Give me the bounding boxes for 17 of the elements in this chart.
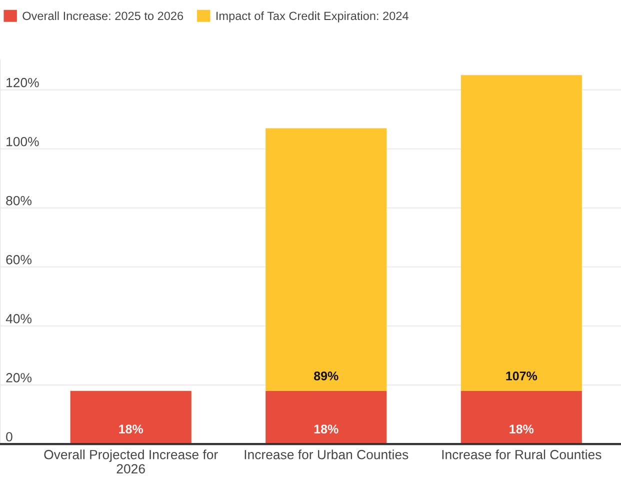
x-tick-label: Increase for Rural Counties (442, 450, 602, 460)
y-tick-label: 60% (6, 255, 32, 264)
legend-label: Impact of Tax Credit Expiration: 2024 (216, 11, 408, 22)
x-tick-label: Increase for Urban Counties (244, 450, 408, 460)
legend-label: Overall Increase: 2025 to 2026 (22, 11, 184, 20)
data-label: 18% (314, 424, 338, 434)
y-tick-label: 40% (6, 314, 32, 324)
data-label: 89% (314, 372, 338, 380)
y-tick-label: 120% (6, 78, 39, 88)
data-label: 18% (510, 424, 534, 434)
y-tick-label: 20% (6, 373, 32, 382)
y-tick-label: 0 (6, 432, 12, 442)
x-tick-label: Overall Projected Increase for 2026 (44, 450, 218, 474)
y-tick-label: 80% (6, 196, 32, 206)
data-label: 107% (506, 372, 538, 380)
data-label: 18% (119, 424, 144, 434)
y-tick-label: 100% (6, 136, 39, 146)
